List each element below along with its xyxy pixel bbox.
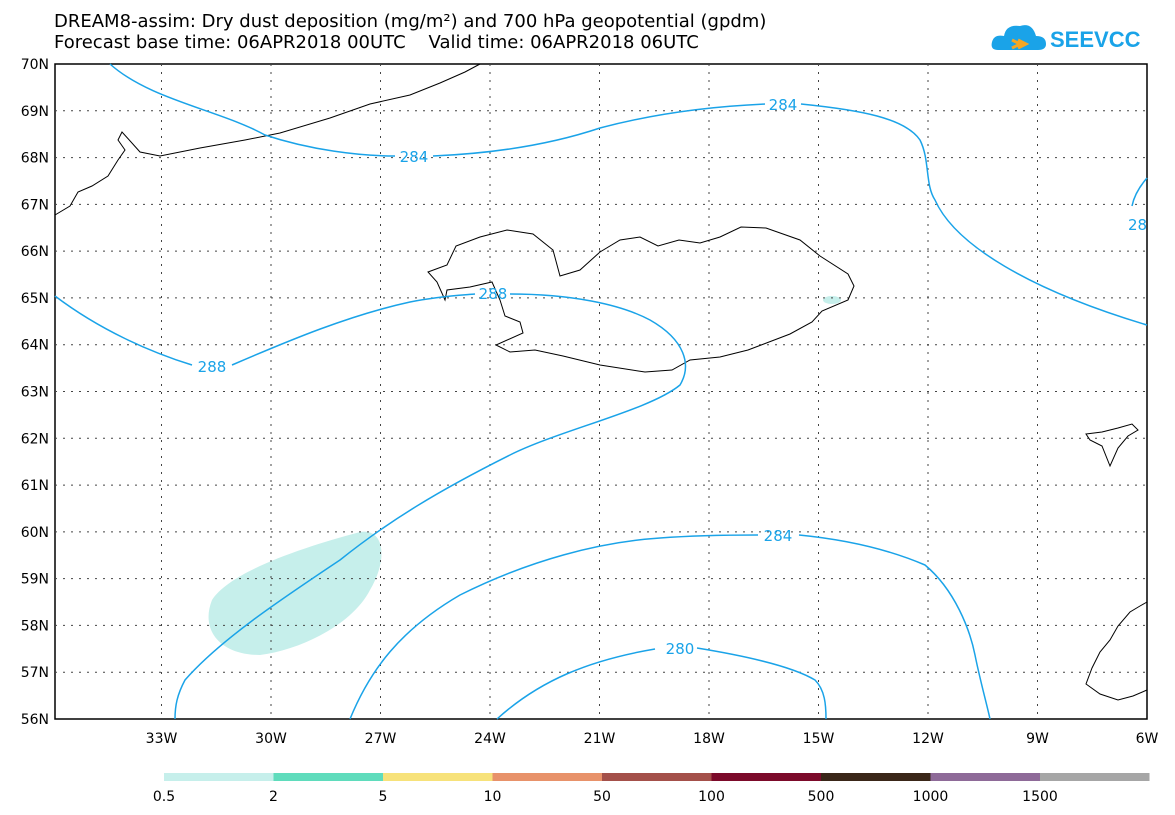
- cloud-icon: [991, 25, 1046, 50]
- legend-label: 500: [808, 789, 835, 805]
- longitude-label: 12W: [912, 731, 944, 747]
- dust-deposition-area: [823, 296, 841, 304]
- longitude-label: 27W: [365, 731, 397, 747]
- legend-swatch: [1040, 773, 1150, 781]
- greenland-coast: [54, 63, 481, 216]
- contour-28-edge: [1131, 177, 1148, 207]
- latitude-label: 56N: [21, 712, 49, 728]
- latitude-label: 64N: [21, 338, 49, 354]
- iceland-coast: [427, 226, 855, 373]
- contour-280: [496, 647, 827, 720]
- longitude-label: 33W: [146, 731, 178, 747]
- legend-swatch: [273, 773, 383, 781]
- latitude-label: 69N: [21, 104, 49, 120]
- legend-swatch: [492, 773, 602, 781]
- latitude-label: 61N: [21, 478, 49, 494]
- contour-label: 284: [764, 527, 793, 545]
- contour-284-south: [349, 534, 991, 720]
- faroe-islands: [1085, 423, 1139, 468]
- coastlines: [54, 63, 1148, 701]
- contour-label: 284: [400, 148, 429, 166]
- contour-288-north: [54, 293, 687, 720]
- dust-deposition-area: [208, 531, 382, 655]
- latitude-labels: 70N 69N 68N 67N 66N 65N 64N 63N 62N 61N 60N 59N 58N 5…: [21, 57, 49, 728]
- longitude-labels: 33W 30W 27W 24W 21W 18W 15W 12W 9W 6W: [146, 731, 1159, 747]
- contour-label: 288: [198, 358, 227, 376]
- longitude-label: 30W: [255, 731, 287, 747]
- legend-label: 10: [484, 789, 502, 805]
- geopotential-contours: [54, 63, 1148, 720]
- legend-label: 1000: [913, 789, 949, 805]
- latitude-label: 67N: [21, 197, 49, 213]
- longitude-label: 24W: [474, 731, 506, 747]
- longitude-label: 18W: [693, 731, 725, 747]
- legend-label: 50: [593, 789, 611, 805]
- longitude-label: 21W: [584, 731, 616, 747]
- latitude-label: 60N: [21, 525, 49, 541]
- contour-label: 280: [666, 640, 695, 658]
- longitude-label: 15W: [803, 731, 835, 747]
- legend-label: 100: [698, 789, 725, 805]
- latitude-label: 57N: [21, 665, 49, 681]
- latitude-label: 68N: [21, 151, 49, 167]
- legend-label: 1500: [1022, 789, 1058, 805]
- latitude-label: 70N: [21, 57, 49, 73]
- legend-swatch: [821, 773, 931, 781]
- latitude-label: 65N: [21, 291, 49, 307]
- contour-label: 284: [769, 96, 798, 114]
- latitude-label: 58N: [21, 618, 49, 634]
- contour-284-north: [109, 63, 1148, 326]
- seevccc-logo: SEEVCCC: [991, 25, 1140, 52]
- legend-swatch: [930, 773, 1040, 781]
- contour-label: 28: [1128, 216, 1147, 234]
- color-legend: 0.5 2 5 10 50 100 500 1000 1500: [153, 773, 1150, 805]
- latitude-label: 62N: [21, 431, 49, 447]
- latitude-label: 63N: [21, 385, 49, 401]
- legend-label: 0.5: [153, 789, 175, 805]
- map-title: DREAM8-assim: Dry dust deposition (mg/m²…: [54, 11, 767, 32]
- map-grid: [55, 64, 1147, 719]
- scotland-coast: [1085, 601, 1148, 701]
- latitude-label: 66N: [21, 244, 49, 260]
- contour-label: 288: [479, 285, 508, 303]
- logo-text: SEEVCCC: [1050, 27, 1140, 52]
- latitude-label: 59N: [21, 572, 49, 588]
- map-subtitle: Forecast base time: 06APR2018 00UTC Vali…: [54, 32, 699, 53]
- legend-label: 5: [379, 789, 388, 805]
- legend-swatch: [602, 773, 712, 781]
- longitude-label: 9W: [1026, 731, 1049, 747]
- legend-swatch: [711, 773, 821, 781]
- legend-label: 2: [269, 789, 278, 805]
- longitude-label: 6W: [1136, 731, 1159, 747]
- legend-swatch: [383, 773, 493, 781]
- legend-swatch: [164, 773, 274, 781]
